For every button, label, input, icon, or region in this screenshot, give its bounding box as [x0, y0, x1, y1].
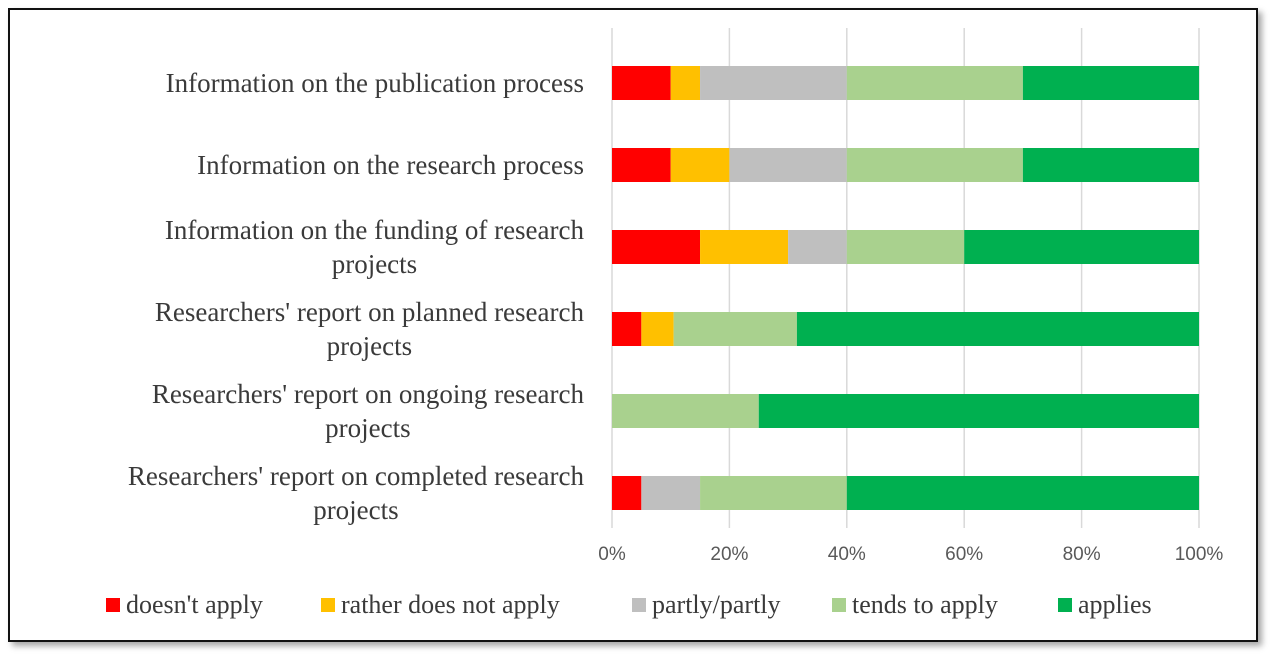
bar-segment [1022, 66, 1199, 100]
bar-segment [612, 66, 671, 100]
x-tick-label: 80% [1063, 544, 1101, 565]
bar-segment [641, 476, 701, 510]
bar-segment [846, 66, 1023, 100]
category-label-line: projects [325, 413, 410, 443]
legend-label: partly/partly [652, 590, 781, 619]
legend-swatch [106, 598, 120, 612]
bar-segment [673, 312, 797, 346]
bar-segment [796, 312, 1199, 346]
bar-segment [670, 148, 730, 182]
legend-swatch [1058, 598, 1072, 612]
stacked-bar-chart: 0% 20% 40% 60% 80% 100% Information on the pub… [106, 28, 1224, 619]
category-label-line: projects [313, 495, 398, 525]
bar-segment [612, 394, 759, 428]
legend-label: tends to apply [852, 590, 998, 619]
category-label-line: Information on the funding of research [165, 215, 585, 245]
category-label-line: projects [327, 331, 412, 361]
category-label: Researchers' report on planned research p… [155, 297, 585, 361]
bar-segment [700, 230, 789, 264]
x-tick-label: 100% [1175, 544, 1224, 565]
category-label: Information on the publication process [166, 68, 584, 98]
bar-segment [846, 230, 965, 264]
legend-label: rather does not apply [341, 590, 560, 619]
category-label: Researchers' report on completed researc… [128, 461, 585, 525]
bar-segment [788, 230, 847, 264]
category-label: Information on the funding of research pr… [165, 215, 585, 279]
bar-segment [758, 394, 1199, 428]
bar-segment [846, 476, 1199, 510]
bar-segment [700, 66, 847, 100]
bar-segment [612, 312, 642, 346]
bar-segment [846, 148, 1023, 182]
category-label: Researchers' report on ongoing research p… [152, 379, 585, 443]
category-label-line: Researchers' report on planned research [155, 297, 585, 327]
legend-label: applies [1078, 590, 1152, 619]
category-label-line: projects [332, 249, 417, 279]
bar-segment [612, 476, 642, 510]
category-label-line: Information on the research process [197, 150, 584, 180]
x-tick-label: 0% [598, 544, 626, 565]
bar-segment [729, 148, 847, 182]
x-tick-label: 60% [945, 544, 983, 565]
category-label-line: Researchers' report on completed researc… [128, 461, 585, 491]
bar-segment [964, 230, 1199, 264]
bar-segment [612, 230, 701, 264]
bar-segment [670, 66, 701, 100]
category-label: Information on the research process [197, 150, 584, 180]
legend-swatch [632, 598, 646, 612]
bar-segment [612, 148, 671, 182]
bar-segment [700, 476, 847, 510]
bar-segment [1022, 148, 1199, 182]
legend-swatch [321, 598, 335, 612]
chart-frame: 0% 20% 40% 60% 80% 100% Information on the pub… [8, 8, 1258, 642]
x-tick-label: 20% [710, 544, 748, 565]
category-label-line: Researchers' report on ongoing research [152, 379, 585, 409]
x-tick-label: 40% [828, 544, 866, 565]
legend-swatch [832, 598, 846, 612]
bar-segment [641, 312, 674, 346]
category-label-line: Information on the publication process [166, 68, 584, 98]
legend-label: doesn't apply [126, 590, 263, 619]
